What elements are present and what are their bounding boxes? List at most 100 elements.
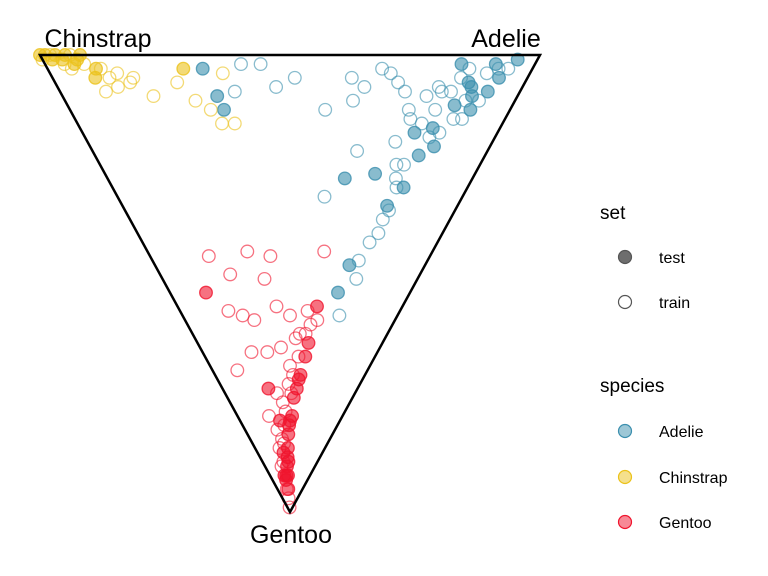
point-gentoo-train-7 <box>235 308 250 323</box>
point-adelie-test-9 <box>411 148 426 163</box>
point-adelie-train-40 <box>253 57 268 72</box>
point-adelie-train-31 <box>349 271 364 286</box>
point-chinstrap-train-12 <box>126 70 141 85</box>
point-chinstrap-train-9 <box>111 80 125 94</box>
legend-label-adelie: Adelie <box>659 424 704 441</box>
point-gentoo-test-1 <box>261 381 276 396</box>
point-adelie-train-15 <box>375 61 390 76</box>
legend-key-train <box>617 294 633 310</box>
point-adelie-train-33 <box>350 144 365 158</box>
legend-key-gentoo <box>617 514 633 530</box>
point-adelie-train-4 <box>458 93 473 108</box>
point-gentoo-train-9 <box>269 299 284 314</box>
point-gentoo-train-6 <box>221 303 236 318</box>
point-adelie-train-11 <box>414 116 429 131</box>
point-adelie-train-38 <box>227 84 242 99</box>
point-adelie-train-21 <box>388 134 403 149</box>
point-adelie-train-10 <box>419 89 434 104</box>
point-chinstrap-test-10 <box>88 70 103 85</box>
legend-key-test <box>617 249 633 265</box>
point-gentoo-test-22 <box>277 468 292 483</box>
point-adelie-train-9 <box>434 84 449 99</box>
point-gentoo-train-34 <box>279 482 294 497</box>
point-gentoo-train-1 <box>223 267 238 282</box>
point-chinstrap-train-7 <box>102 70 117 85</box>
point-adelie-train-7 <box>446 112 461 126</box>
point-adelie-train-16 <box>357 80 372 94</box>
point-adelie-train-25 <box>389 180 404 195</box>
point-gentoo-train-17 <box>283 358 297 373</box>
legend-title-species: species <box>600 376 664 397</box>
point-adelie-train-24 <box>388 171 403 186</box>
point-chinstrap-train-6 <box>93 61 108 76</box>
point-chinstrap-test-11 <box>176 61 191 76</box>
point-chinstrap-train-14 <box>215 66 230 81</box>
point-gentoo-train-15 <box>260 345 275 360</box>
point-chinstrap-train-5 <box>77 57 92 72</box>
point-chinstrap-train-13 <box>146 89 161 104</box>
point-adelie-test-17 <box>217 102 231 117</box>
point-adelie-train-28 <box>371 226 386 241</box>
point-gentoo-train-30 <box>277 418 292 433</box>
point-gentoo-train-18 <box>291 349 306 364</box>
ternary-triangle <box>37 53 543 515</box>
point-adelie-train-5 <box>472 93 486 108</box>
point-gentoo-train-31 <box>277 436 291 451</box>
point-adelie-train-41 <box>318 102 333 117</box>
point-adelie-train-20 <box>403 112 418 126</box>
point-adelie-test-18 <box>337 171 352 186</box>
point-chinstrap-train-17 <box>203 102 218 117</box>
point-gentoo-train-23 <box>270 386 284 401</box>
point-adelie-train-13 <box>398 84 412 99</box>
point-chinstrap-train-19 <box>227 116 242 131</box>
point-adelie-train-17 <box>383 66 398 81</box>
point-gentoo-train-24 <box>262 409 276 423</box>
point-adelie-test-19 <box>464 80 479 94</box>
point-gentoo-train-16 <box>274 340 288 355</box>
legend-title-set: set <box>600 203 626 224</box>
point-chinstrap-train-18 <box>215 116 229 131</box>
point-gentoo-train-2 <box>240 244 255 259</box>
point-adelie-train-45 <box>462 61 477 76</box>
legend-key-chinstrap <box>617 469 633 485</box>
point-adelie-train-0 <box>491 61 506 76</box>
point-adelie-test-21 <box>407 125 422 140</box>
point-gentoo-train-21 <box>281 377 296 391</box>
point-gentoo-train-28 <box>278 404 293 419</box>
point-adelie-train-36 <box>287 70 302 85</box>
point-adelie-test-0 <box>454 57 469 72</box>
point-adelie-train-6 <box>455 112 469 126</box>
point-adelie-train-30 <box>351 253 366 268</box>
legend-label-gentoo: Gentoo <box>659 515 712 532</box>
point-gentoo-train-14 <box>244 345 259 360</box>
point-chinstrap-train-15 <box>170 75 185 90</box>
point-gentoo-train-3 <box>257 271 272 286</box>
point-adelie-train-23 <box>397 157 411 172</box>
point-adelie-train-37 <box>269 80 284 94</box>
vertex-label-bottom: Gentoo <box>250 521 332 549</box>
point-adelie-test-11 <box>396 180 411 195</box>
point-chinstrap-train-16 <box>188 93 203 108</box>
point-chinstrap-train-8 <box>110 66 125 81</box>
point-chinstrap-train-11 <box>123 75 138 90</box>
point-gentoo-train-13 <box>310 313 325 328</box>
point-adelie-test-3 <box>510 52 525 67</box>
point-adelie-test-20 <box>480 84 495 99</box>
point-adelie-train-43 <box>432 125 447 140</box>
legend-label-chinstrap: Chinstrap <box>659 470 728 487</box>
point-adelie-train-3 <box>501 61 516 76</box>
point-gentoo-train-39 <box>288 331 303 346</box>
point-gentoo-train-38 <box>303 317 318 332</box>
point-gentoo-train-33 <box>274 459 289 474</box>
point-gentoo-train-5 <box>317 244 332 259</box>
point-adelie-train-29 <box>362 235 377 250</box>
point-adelie-train-27 <box>375 212 390 227</box>
point-adelie-train-12 <box>401 102 416 117</box>
point-gentoo-train-37 <box>230 363 245 378</box>
legend-label-train: train <box>659 295 690 312</box>
point-adelie-train-1 <box>479 66 494 81</box>
point-gentoo-test-0 <box>199 285 213 300</box>
point-gentoo-train-8 <box>247 313 262 328</box>
point-adelie-train-18 <box>346 93 360 108</box>
point-adelie-train-34 <box>317 189 332 204</box>
